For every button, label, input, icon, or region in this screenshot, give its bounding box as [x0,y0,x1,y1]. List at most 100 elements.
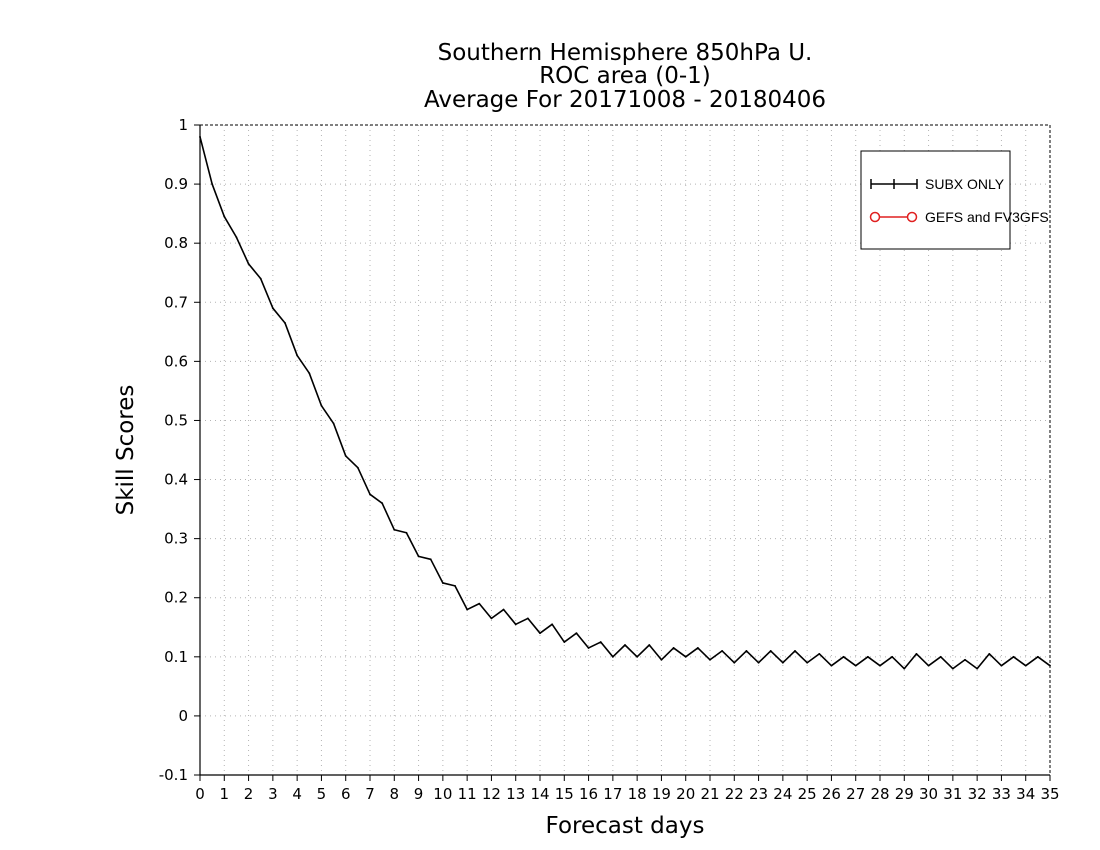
y-tick-label: 0.5 [164,411,188,429]
x-tick-label: 27 [846,785,865,803]
data-point [405,531,408,534]
data-point [1000,664,1003,667]
x-tick-label: 25 [798,785,817,803]
data-point [927,664,930,667]
data-point [575,632,578,635]
x-tick-label: 20 [676,785,695,803]
x-tick-label: 15 [555,785,574,803]
x-tick-label: 7 [365,785,375,803]
data-point [842,655,845,658]
x-tick-label: 1 [220,785,230,803]
y-tick-label: 0.4 [164,471,188,489]
x-tick-label: 26 [822,785,841,803]
data-point [672,647,675,649]
data-point [381,502,384,505]
data-point [818,652,821,655]
y-tick-label: -0.1 [159,766,188,784]
y-tick-label: 0 [178,707,188,725]
data-point [988,652,991,655]
data-point [320,404,323,407]
series-lines [199,135,1051,670]
data-point [939,655,942,658]
data-point [891,655,894,658]
data-point [235,236,238,239]
data-point [429,558,432,561]
data-point [478,602,481,605]
data-point [417,555,420,558]
y-tick-label: 0.9 [164,175,188,193]
y-tick-label: 1 [178,116,188,134]
data-point [660,658,663,661]
data-point [636,655,639,658]
y-tick-label: 0.3 [164,530,188,548]
data-point [1049,664,1051,667]
data-point [696,647,699,649]
data-point [502,608,505,611]
x-tick-label: 21 [700,785,719,803]
x-tick-label: 30 [919,785,938,803]
axes: 0 1 2 3 4 5 6 7 8 9 10 11 12 13 14 15 16 17 18 19 20 21 22 23 24… [159,116,1060,803]
legend-circle-marker-icon [906,211,918,223]
legend-plus-marker-icon [870,179,918,189]
data-point [611,655,614,658]
data-point [830,664,833,667]
x-tick-label: 19 [652,785,671,803]
data-point [1024,664,1027,667]
data-point [1012,655,1015,658]
data-point [794,650,796,652]
data-point [247,262,250,265]
data-point [284,322,286,324]
legend-circle-marker-icon [869,211,881,223]
data-point [951,667,954,670]
x-tick-label: 31 [943,785,962,803]
data-point [879,664,881,667]
x-tick-label: 2 [244,785,254,803]
data-point [441,582,444,584]
x-tick-label: 16 [579,785,598,803]
data-point [356,466,359,469]
x-tick-label: 22 [725,785,744,803]
data-point [806,661,809,664]
x-tick-label: 10 [433,785,452,803]
legend-label-subx: SUBX ONLY [925,176,1005,192]
x-tick-label: 9 [414,785,424,803]
x-axis-label: Forecast days [546,813,705,839]
x-tick-label: 33 [992,785,1011,803]
x-tick-label: 0 [195,785,205,803]
x-tick-label: 3 [268,785,278,803]
data-point [466,608,469,611]
x-tick-label: 13 [506,785,525,803]
data-point [369,493,371,496]
data-point [769,650,772,652]
data-point [733,661,736,664]
data-point [1036,655,1039,658]
data-point [757,661,760,664]
data-point [332,422,335,425]
data-point [551,623,554,626]
data-point [587,647,590,649]
chart-title: Southern Hemisphere 850hPa U. ROC area (… [424,40,826,113]
y-axis-label: Skill Scores [113,385,139,516]
x-tick-label: 23 [749,785,768,803]
data-point [854,664,857,667]
data-point [308,372,311,375]
data-point [223,215,226,218]
y-tick-label: 0.2 [164,589,188,607]
chart-title-line-2: ROC area (0-1) [539,63,711,89]
y-tick-label: 0.1 [164,648,188,666]
x-tick-label: 17 [603,785,622,803]
x-tick-label: 12 [482,785,501,803]
x-tick-label: 18 [628,785,647,803]
chart-title-line-1: Southern Hemisphere 850hPa U. [438,40,813,66]
data-point [624,644,626,646]
x-tick-label: 24 [773,785,792,803]
data-point [514,623,517,626]
data-point [211,183,214,185]
data-point [393,528,396,531]
data-point [539,632,541,635]
data-point [721,650,724,652]
data-point [271,307,274,310]
x-tick-label: 35 [1040,785,1059,803]
x-tick-label: 32 [968,785,987,803]
